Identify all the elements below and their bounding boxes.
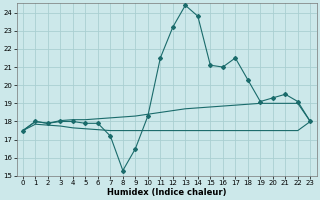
X-axis label: Humidex (Indice chaleur): Humidex (Indice chaleur) (107, 188, 226, 197)
